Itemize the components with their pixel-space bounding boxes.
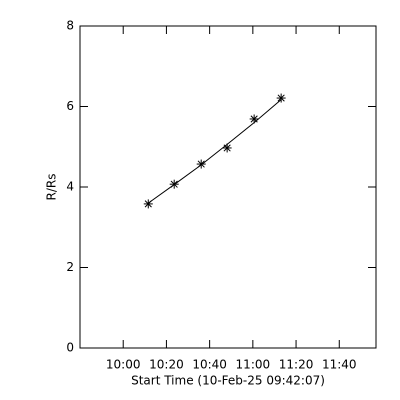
x-tick-label: 10:00 xyxy=(106,358,141,372)
y-tick-label: 6 xyxy=(66,99,74,113)
x-tick-label: 10:40 xyxy=(192,358,227,372)
data-point xyxy=(143,199,153,209)
x-tick-label: 11:00 xyxy=(236,358,271,372)
y-tick-label: 4 xyxy=(66,180,74,194)
plot-frame xyxy=(79,25,377,349)
x-tick-label: 11:40 xyxy=(322,358,357,372)
data-point xyxy=(276,93,286,103)
y-axis-label: R/Rs xyxy=(45,174,59,201)
y-tick-label: 0 xyxy=(66,341,74,355)
x-tick-label: 10:20 xyxy=(149,358,184,372)
y-tick-label: 8 xyxy=(66,19,74,33)
x-axis-label: Start Time (10-Feb-25 09:42:07) xyxy=(131,374,325,388)
x-tick-label: 11:20 xyxy=(279,358,314,372)
fit-line xyxy=(147,99,282,204)
y-tick-label: 2 xyxy=(66,260,74,274)
